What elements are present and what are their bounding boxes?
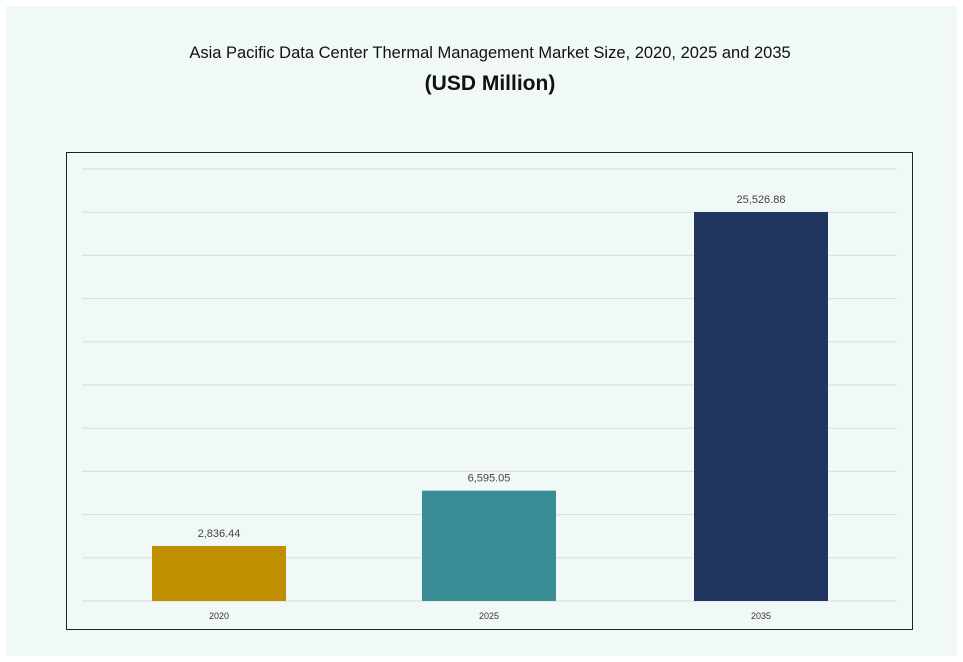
data-label: 25,526.88 [737, 194, 786, 206]
plot-frame [66, 152, 913, 630]
bar-2025 [422, 490, 556, 601]
bar-2035 [694, 212, 828, 601]
data-label: 6,595.05 [468, 473, 511, 485]
bar-2020 [152, 546, 286, 601]
chart-subtitle: (USD Million) [424, 72, 556, 95]
x-tick-label: 2020 [209, 611, 229, 621]
chart-title: Asia Pacific Data Center Thermal Managem… [189, 44, 791, 62]
x-tick-label: 2025 [479, 611, 499, 621]
x-tick-label: 2035 [751, 611, 771, 621]
data-label: 2,836.44 [198, 528, 241, 540]
